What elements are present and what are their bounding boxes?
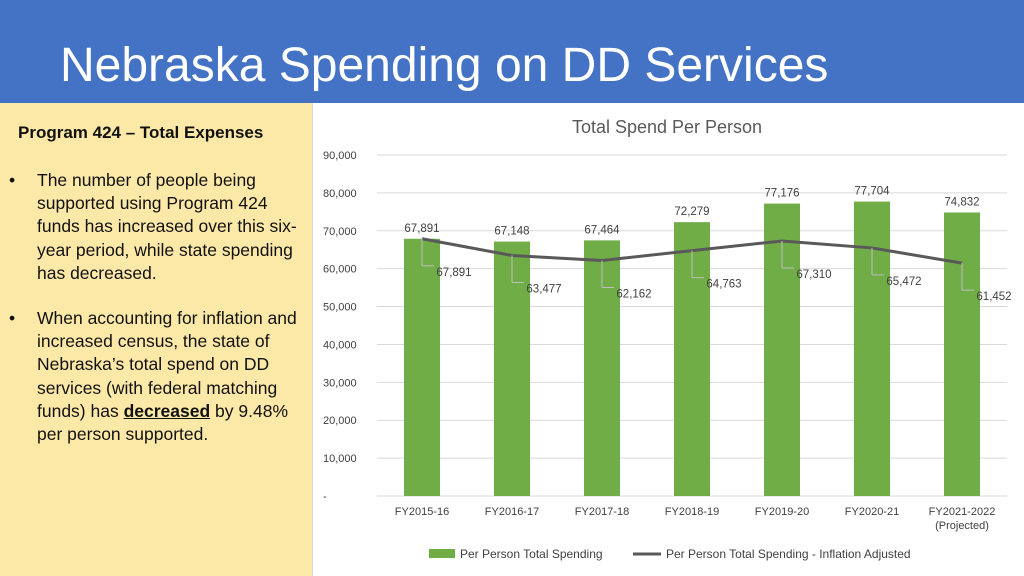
x-tick-label: FY2016-17 xyxy=(485,506,539,518)
line-value-label: 67,891 xyxy=(436,267,471,279)
bullet-text-2-part-1: When accounting for inflation and increa… xyxy=(37,308,297,421)
panel-heading: Program 424 – Total Expenses xyxy=(18,123,264,142)
y-tick-label: 30,000 xyxy=(323,377,357,389)
bar-series xyxy=(404,201,980,497)
data-labels: 67,891 67,148 67,464 72,279 77,176 77,704 74,8… xyxy=(404,186,1011,304)
chart-title: Total Spend Per Person xyxy=(572,117,762,137)
bullet-text-2-emphasis: decreased xyxy=(123,400,211,421)
x-tick-label: FY2019-20 xyxy=(755,506,809,518)
y-axis-ticks: - 10,000 20,000 30,000 40,000 50,000 60,000 70,… xyxy=(323,150,357,503)
x-tick-label: FY2015-16 xyxy=(395,506,449,518)
x-tick-label: FY2021-2022 xyxy=(929,506,996,518)
y-tick-label: 80,000 xyxy=(323,188,357,200)
line-value-label: 64,763 xyxy=(706,279,741,291)
line-value-label: 62,162 xyxy=(616,288,651,300)
bar-value-label: 74,832 xyxy=(944,196,979,208)
bar-value-label: 77,176 xyxy=(764,188,799,200)
bar-value-label: 72,279 xyxy=(674,206,709,218)
bullet-text-2: When accounting for inflation and increa… xyxy=(37,307,305,446)
bar xyxy=(944,212,980,497)
chart-panel: Total Spend Per Person - 10,000 20,000 30,0… xyxy=(312,103,1024,576)
x-tick-label: FY2020-21 xyxy=(845,506,899,518)
bar-value-label: 67,891 xyxy=(404,223,439,235)
legend-label-bars: Per Person Total Spending xyxy=(460,547,603,561)
text-panel: Program 424 – Total Expenses • The numbe… xyxy=(0,103,312,576)
slide-title: Nebraska Spending on DD Services xyxy=(60,39,829,92)
x-axis-ticks: FY2015-16 FY2016-17 FY2017-18 FY2018-19 FY20… xyxy=(395,506,996,532)
legend-swatch-bars xyxy=(429,549,455,558)
x-tick-sublabel: (Projected) xyxy=(935,520,989,532)
spend-per-person-chart: Total Spend Per Person - 10,000 20,000 30,0… xyxy=(323,117,1012,561)
y-tick-label: 20,000 xyxy=(323,415,357,427)
bullet-text-1: The number of people being supported usi… xyxy=(37,170,297,283)
chart-legend: Per Person Total Spending Per Person Tota… xyxy=(429,547,911,561)
y-tick-label: - xyxy=(323,491,327,503)
line-value-label: 67,310 xyxy=(796,269,831,281)
x-tick-label: FY2017-18 xyxy=(575,506,629,518)
bar xyxy=(404,238,440,496)
slide-header: Nebraska Spending on DD Services xyxy=(0,0,1024,103)
bar xyxy=(494,241,530,496)
bullet-symbol: • xyxy=(9,308,16,328)
y-tick-label: 40,000 xyxy=(323,339,357,351)
bullet-symbol: • xyxy=(9,170,16,190)
y-tick-label: 10,000 xyxy=(323,453,357,465)
line-value-label: 65,472 xyxy=(886,276,921,288)
y-tick-label: 70,000 xyxy=(323,226,357,238)
bar-value-label: 67,464 xyxy=(584,224,620,236)
bar-value-label: 67,148 xyxy=(494,226,529,238)
line-value-label: 61,452 xyxy=(976,291,1011,303)
legend-label-line: Per Person Total Spending - Inflation Ad… xyxy=(666,547,911,561)
bullet-text-2-part-2: by 9.48% per person supported. xyxy=(37,400,288,445)
y-tick-label: 90,000 xyxy=(323,150,357,162)
y-tick-label: 60,000 xyxy=(323,264,357,276)
y-tick-label: 50,000 xyxy=(323,302,357,314)
bar-value-label: 77,704 xyxy=(854,186,890,198)
x-tick-label: FY2018-19 xyxy=(665,506,719,518)
line-value-label: 63,477 xyxy=(526,283,561,295)
